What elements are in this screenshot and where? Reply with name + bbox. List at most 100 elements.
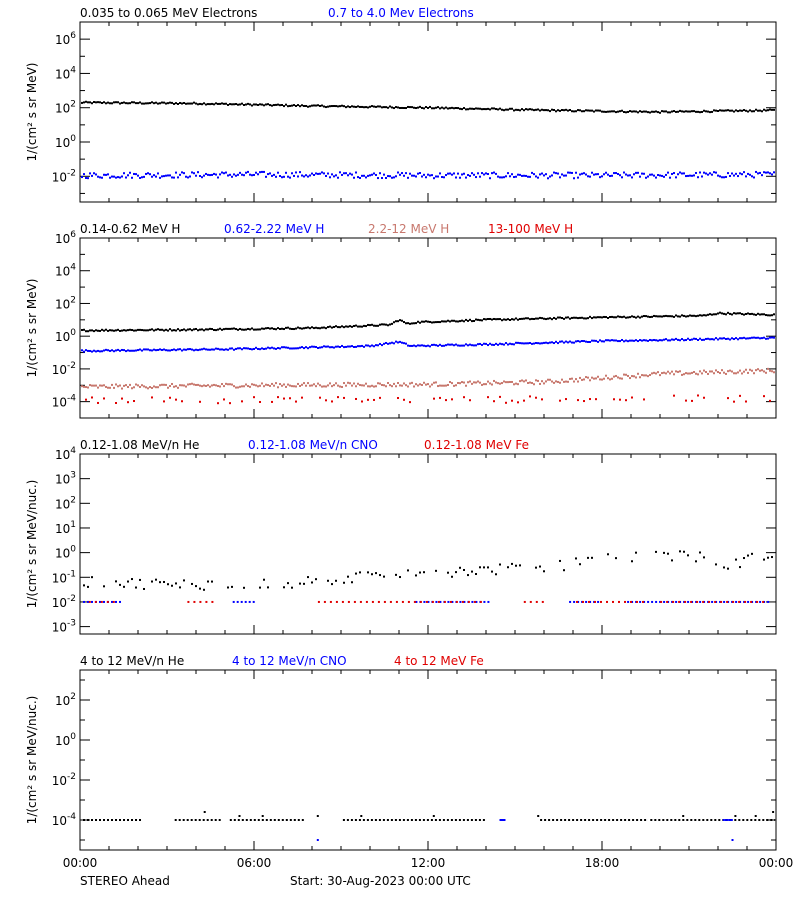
data-point bbox=[636, 600, 638, 603]
data-point bbox=[589, 175, 591, 178]
data-point bbox=[503, 318, 505, 321]
data-point bbox=[661, 315, 663, 318]
data-point bbox=[580, 819, 583, 821]
data-point bbox=[607, 339, 609, 342]
data-point bbox=[375, 572, 377, 575]
data-point bbox=[439, 321, 441, 324]
data-point bbox=[203, 347, 205, 350]
data-point bbox=[271, 174, 273, 177]
data-point bbox=[583, 172, 585, 175]
data-point bbox=[431, 343, 433, 346]
data-point bbox=[711, 338, 713, 341]
data-point bbox=[505, 318, 507, 321]
data-point bbox=[679, 370, 681, 373]
data-point bbox=[487, 600, 490, 603]
data-point bbox=[621, 176, 623, 179]
data-point bbox=[541, 600, 544, 603]
data-point bbox=[477, 318, 479, 321]
data-point bbox=[399, 576, 401, 579]
data-point bbox=[683, 373, 685, 376]
data-point bbox=[643, 374, 645, 377]
data-point bbox=[178, 819, 181, 821]
data-point bbox=[769, 369, 771, 372]
data-point bbox=[703, 171, 705, 174]
data-point bbox=[763, 313, 765, 316]
data-point bbox=[88, 600, 91, 603]
data-point bbox=[497, 175, 499, 178]
data-point bbox=[609, 110, 611, 113]
data-point bbox=[439, 172, 441, 175]
data-point bbox=[205, 384, 207, 387]
data-point bbox=[560, 819, 563, 821]
data-point bbox=[405, 384, 407, 387]
data-point bbox=[297, 175, 299, 178]
data-point bbox=[263, 327, 265, 330]
data-point bbox=[651, 315, 653, 318]
data-point bbox=[772, 811, 775, 813]
data-point bbox=[323, 172, 325, 175]
data-point bbox=[431, 383, 433, 386]
data-point bbox=[521, 317, 523, 320]
data-point bbox=[285, 819, 288, 821]
data-point bbox=[643, 315, 645, 318]
data-point bbox=[569, 109, 571, 112]
data-point bbox=[485, 342, 487, 345]
data-point bbox=[85, 100, 87, 103]
y-tick-label: 10-2 bbox=[52, 168, 76, 184]
data-point bbox=[249, 347, 251, 350]
data-point bbox=[750, 819, 753, 821]
data-point bbox=[367, 174, 369, 177]
data-point bbox=[459, 382, 461, 385]
data-point bbox=[103, 819, 105, 821]
data-point bbox=[135, 173, 137, 176]
data-point bbox=[630, 600, 632, 603]
data-point bbox=[446, 819, 449, 821]
data-point bbox=[661, 339, 663, 342]
data-point bbox=[415, 175, 417, 178]
data-point bbox=[333, 384, 335, 387]
data-point bbox=[451, 319, 453, 322]
data-point bbox=[651, 372, 653, 375]
data-point bbox=[187, 600, 190, 603]
data-point bbox=[577, 340, 579, 343]
data-point bbox=[535, 342, 537, 345]
data-point bbox=[742, 819, 745, 821]
data-point bbox=[572, 819, 575, 821]
data-point bbox=[375, 324, 377, 327]
data-point bbox=[94, 600, 97, 603]
data-point bbox=[119, 349, 121, 352]
data-point bbox=[389, 323, 391, 326]
data-point bbox=[135, 349, 137, 352]
data-point bbox=[103, 173, 105, 176]
data-point bbox=[363, 174, 365, 177]
data-point bbox=[232, 600, 235, 603]
data-point bbox=[279, 175, 281, 178]
data-point bbox=[311, 581, 313, 584]
data-point bbox=[631, 110, 633, 113]
data-point bbox=[432, 815, 435, 817]
data-point bbox=[475, 318, 477, 321]
data-point bbox=[167, 329, 169, 332]
data-point bbox=[479, 319, 481, 322]
data-point bbox=[635, 110, 637, 113]
data-point bbox=[600, 600, 602, 603]
data-point bbox=[665, 372, 667, 375]
data-point bbox=[645, 176, 647, 179]
data-point bbox=[612, 819, 615, 821]
data-point bbox=[747, 600, 750, 603]
data-point bbox=[749, 337, 751, 340]
data-point bbox=[109, 102, 111, 105]
data-point bbox=[556, 819, 559, 821]
data-point bbox=[739, 172, 741, 175]
y-axis-label: 1/(cm² s sr MeV) bbox=[25, 63, 39, 162]
data-point bbox=[529, 600, 532, 603]
data-point bbox=[575, 316, 577, 319]
data-point bbox=[467, 174, 469, 177]
data-point bbox=[295, 104, 297, 107]
data-point bbox=[663, 371, 665, 374]
data-point bbox=[285, 103, 287, 106]
data-point bbox=[442, 819, 445, 821]
data-point bbox=[95, 101, 97, 104]
data-point bbox=[455, 343, 457, 346]
data-point bbox=[89, 329, 91, 332]
